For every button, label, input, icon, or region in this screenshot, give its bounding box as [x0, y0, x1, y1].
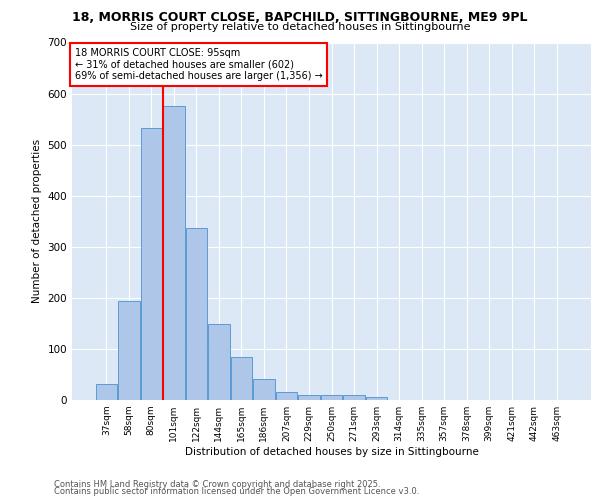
Bar [366, 398, 387, 400]
Bar [253, 378, 275, 400]
Bar [185, 228, 207, 400]
Bar [321, 395, 342, 400]
Text: Contains public sector information licensed under the Open Government Licence v3: Contains public sector information licen… [54, 487, 419, 496]
Text: 18 MORRIS COURT CLOSE: 95sqm
← 31% of detached houses are smaller (602)
69% of s: 18 MORRIS COURT CLOSE: 95sqm ← 31% of de… [74, 48, 322, 81]
Bar [140, 128, 162, 400]
Text: Size of property relative to detached houses in Sittingbourne: Size of property relative to detached ho… [130, 22, 470, 32]
Bar [208, 324, 230, 400]
Bar [231, 356, 252, 400]
Bar [343, 395, 365, 400]
Text: 18, MORRIS COURT CLOSE, BAPCHILD, SITTINGBOURNE, ME9 9PL: 18, MORRIS COURT CLOSE, BAPCHILD, SITTIN… [72, 11, 528, 24]
X-axis label: Distribution of detached houses by size in Sittingbourne: Distribution of detached houses by size … [185, 447, 478, 457]
Text: Contains HM Land Registry data © Crown copyright and database right 2025.: Contains HM Land Registry data © Crown c… [54, 480, 380, 489]
Bar [95, 384, 117, 400]
Bar [298, 395, 320, 400]
Bar [118, 302, 140, 400]
Y-axis label: Number of detached properties: Number of detached properties [32, 139, 42, 304]
Bar [163, 106, 185, 400]
Bar [276, 392, 297, 400]
